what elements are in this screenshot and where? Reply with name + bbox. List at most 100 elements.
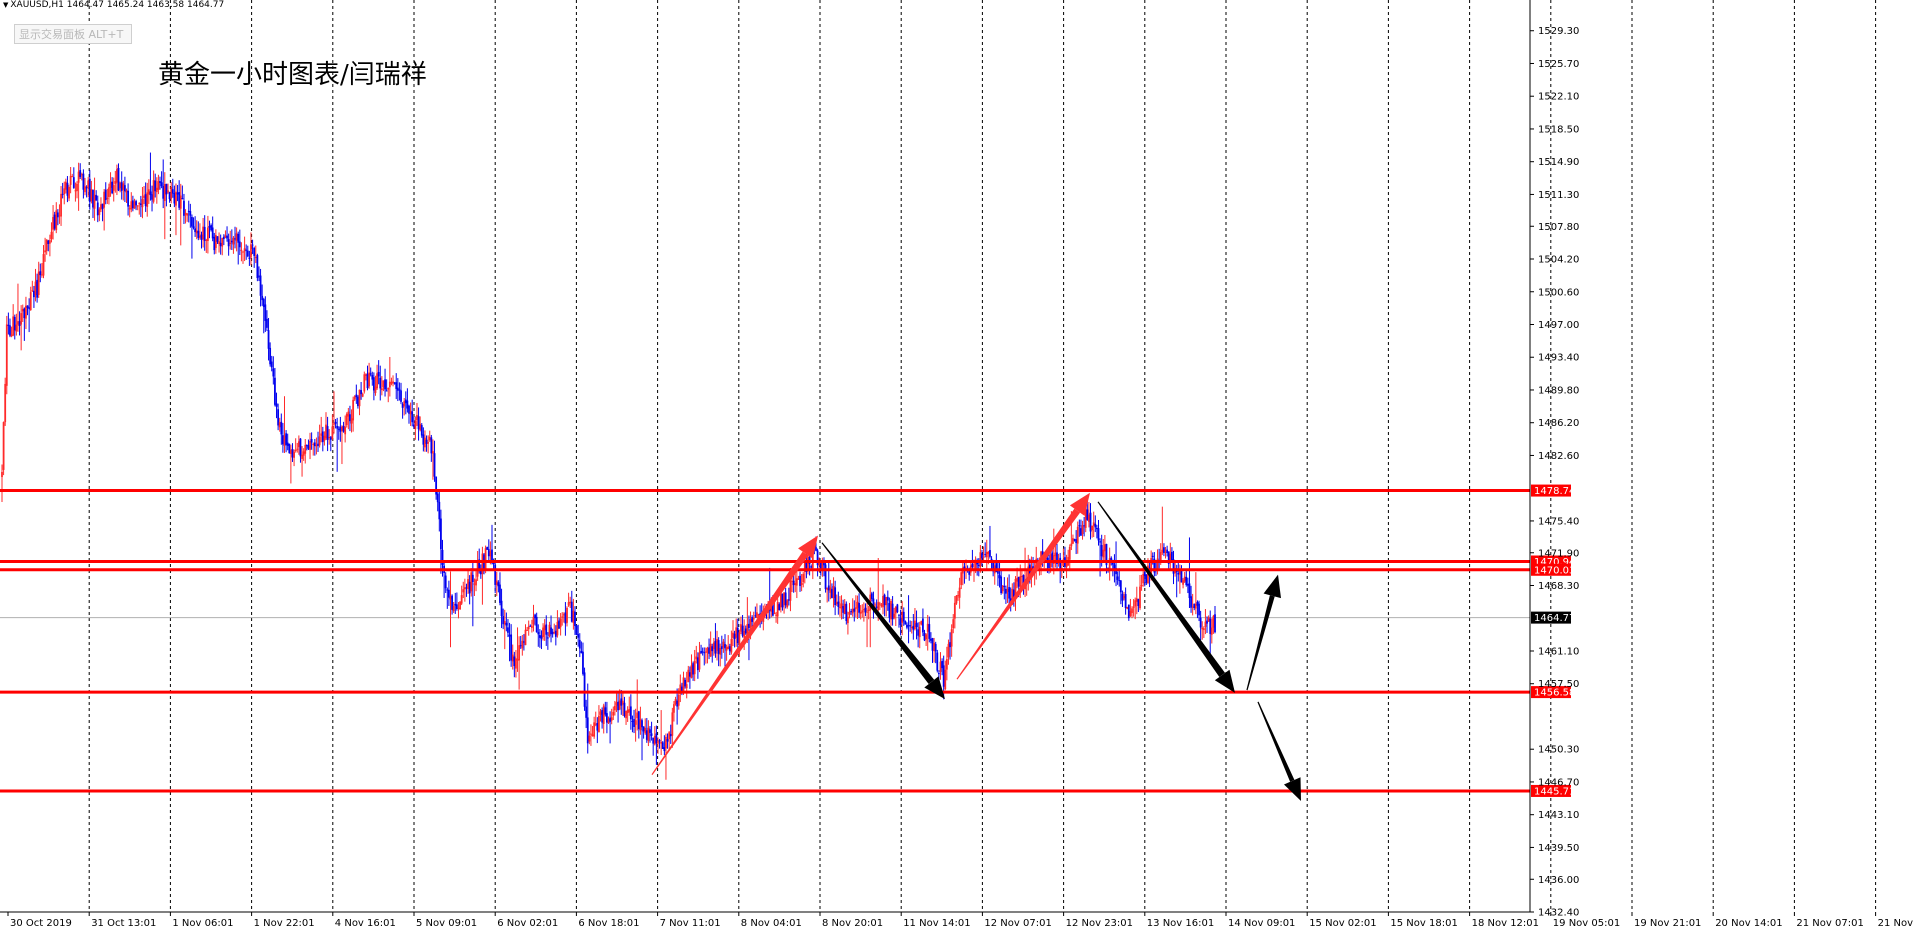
candle-body <box>357 396 359 407</box>
candle-body <box>728 646 731 652</box>
candle-body <box>428 436 431 441</box>
candle <box>628 696 631 716</box>
candle-body <box>609 717 611 722</box>
candle <box>82 169 85 199</box>
candle <box>540 630 543 650</box>
candle-body <box>325 424 327 439</box>
candle <box>96 195 99 223</box>
candle <box>1158 548 1161 569</box>
candle-body <box>328 436 331 438</box>
candle-body <box>688 672 691 677</box>
candle-body <box>628 709 631 713</box>
candle-body <box>1092 522 1095 526</box>
candle-body <box>736 627 739 644</box>
candle-body <box>454 603 457 606</box>
candle <box>460 585 463 606</box>
candle-body <box>681 686 683 692</box>
candle <box>47 239 50 252</box>
candle-body <box>250 244 252 258</box>
candle-body <box>875 606 878 608</box>
candle-body <box>165 183 168 195</box>
candle <box>896 603 899 614</box>
candle <box>222 234 225 246</box>
candle-body <box>637 711 640 730</box>
y-tick-label: 1522.10 <box>1538 92 1579 103</box>
candle <box>401 402 404 419</box>
candle-body <box>629 706 632 720</box>
candle <box>317 431 319 452</box>
candle-body <box>419 423 422 431</box>
candle-body <box>890 601 892 620</box>
candle-body <box>339 426 342 432</box>
candle-body <box>886 596 889 601</box>
candle <box>1177 561 1180 582</box>
candle-body <box>815 547 817 551</box>
candle-body <box>299 438 302 457</box>
candle-body <box>416 414 418 420</box>
candle-body <box>987 551 990 555</box>
candle-body <box>246 250 249 257</box>
candle <box>213 232 216 255</box>
arrow-shaft <box>651 551 809 776</box>
x-tick-label: 6 Nov 02:01 <box>497 918 558 928</box>
candle-body <box>358 389 361 407</box>
candle <box>783 591 785 614</box>
arrow-shaft <box>1257 701 1295 782</box>
candle-body <box>551 631 554 635</box>
candle-body <box>658 740 661 742</box>
candle <box>917 622 920 648</box>
dropdown-triangle-icon[interactable]: ▼ <box>3 1 9 9</box>
candle-body <box>406 400 409 409</box>
candle-body <box>816 550 819 566</box>
arrow-head <box>1069 492 1090 516</box>
candle <box>357 395 359 409</box>
candle-body <box>1008 587 1011 599</box>
candle <box>72 167 75 189</box>
candle <box>451 594 453 615</box>
candle-body <box>717 640 720 654</box>
candle-body <box>53 214 56 229</box>
candle-body <box>738 632 741 645</box>
candle <box>1054 545 1057 568</box>
candle-body <box>251 244 254 246</box>
candle <box>583 667 586 711</box>
candle <box>361 392 364 398</box>
candle-body <box>639 719 642 731</box>
candle-body <box>574 611 576 626</box>
candle-body <box>20 313 23 325</box>
candle <box>52 205 54 240</box>
candle <box>679 674 682 703</box>
annotation-arrow <box>651 535 818 776</box>
trade-panel-button[interactable]: 显示交易面板 ALT+T <box>14 24 132 44</box>
candle <box>363 371 366 394</box>
candle <box>1103 534 1106 562</box>
candle-body <box>1048 560 1050 568</box>
candle-body <box>31 290 34 292</box>
candle-body <box>61 193 64 195</box>
candle-body <box>776 601 779 617</box>
x-tick-label: 8 Nov 04:01 <box>741 918 802 928</box>
candle-body <box>518 645 521 661</box>
candle <box>606 701 608 734</box>
candle-body <box>917 629 920 636</box>
candle-body <box>532 616 535 625</box>
candle <box>642 726 645 739</box>
candle <box>211 216 214 242</box>
candle-body <box>210 225 212 231</box>
candle <box>360 381 363 400</box>
candle <box>29 286 32 311</box>
candle <box>428 430 431 442</box>
candle-body <box>69 175 72 185</box>
candle <box>157 174 160 195</box>
candle <box>989 525 991 559</box>
candle <box>649 726 651 743</box>
candle-body <box>1006 588 1009 592</box>
candle-body <box>1135 598 1138 602</box>
candle-body <box>572 610 575 623</box>
candle <box>982 546 985 562</box>
candle <box>799 571 801 592</box>
candle-body <box>1185 576 1188 586</box>
candle-body <box>805 560 808 572</box>
candle-body <box>835 602 838 604</box>
